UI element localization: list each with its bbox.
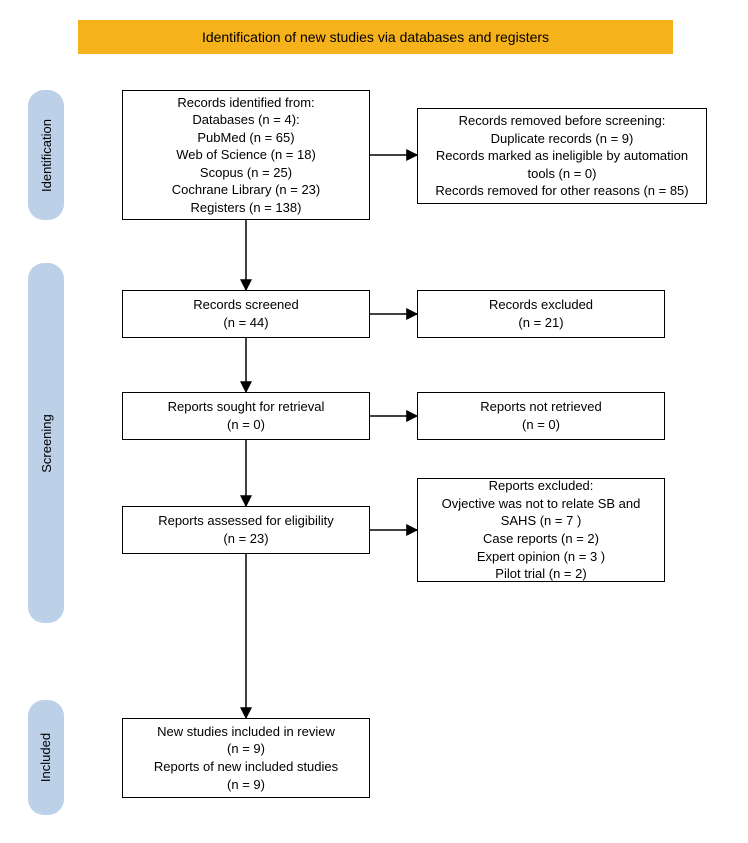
box-line: Case reports (n = 2) xyxy=(483,530,599,548)
box-records-removed: Records removed before screening:Duplica… xyxy=(417,108,707,204)
box-line: Scopus (n = 25) xyxy=(200,164,292,182)
box-line: (n = 21) xyxy=(518,314,563,332)
box-records-identified: Records identified from:Databases (n = 4… xyxy=(122,90,370,220)
prisma-flowchart: Identification of new studies via databa… xyxy=(0,0,748,843)
box-line: Reports excluded: xyxy=(489,477,594,495)
box-line: (n = 44) xyxy=(223,314,268,332)
box-line: Records removed before screening: xyxy=(459,112,666,130)
phase-label: Screening xyxy=(39,414,54,473)
box-line: Records screened xyxy=(193,296,299,314)
banner: Identification of new studies via databa… xyxy=(78,20,673,54)
box-reports-sought: Reports sought for retrieval(n = 0) xyxy=(122,392,370,440)
box-line: (n = 9) xyxy=(227,776,265,794)
box-line: Duplicate records (n = 9) xyxy=(491,130,634,148)
box-line: Registers (n = 138) xyxy=(191,199,302,217)
box-reports-assessed: Reports assessed for eligibility(n = 23) xyxy=(122,506,370,554)
box-line: Cochrane Library (n = 23) xyxy=(172,181,321,199)
box-records-excluded: Records excluded(n = 21) xyxy=(417,290,665,338)
phase-pill-identification: Identification xyxy=(28,90,64,220)
phase-pill-included: Included xyxy=(28,700,64,815)
box-records-screened: Records screened(n = 44) xyxy=(122,290,370,338)
box-line: Records marked as ineligible by automati… xyxy=(424,147,700,182)
box-line: Records removed for other reasons (n = 8… xyxy=(435,182,688,200)
box-studies-included: New studies included in review(n = 9)Rep… xyxy=(122,718,370,798)
box-line: Expert opinion (n = 3 ) xyxy=(477,548,605,566)
box-line: Web of Science (n = 18) xyxy=(176,146,316,164)
box-line: (n = 0) xyxy=(227,416,265,434)
box-line: (n = 9) xyxy=(227,740,265,758)
box-line: Reports not retrieved xyxy=(480,398,601,416)
box-line: New studies included in review xyxy=(157,723,335,741)
box-line: Reports assessed for eligibility xyxy=(158,512,334,530)
box-line: (n = 0) xyxy=(522,416,560,434)
box-line: Records identified from: xyxy=(177,94,314,112)
box-line: Reports of new included studies xyxy=(154,758,338,776)
phase-label: Identification xyxy=(39,119,54,192)
box-line: Records excluded xyxy=(489,296,593,314)
box-line: Pilot trial (n = 2) xyxy=(495,565,586,583)
box-line: Reports sought for retrieval xyxy=(168,398,325,416)
box-reports-not-retrieved: Reports not retrieved(n = 0) xyxy=(417,392,665,440)
banner-text: Identification of new studies via databa… xyxy=(202,29,549,45)
box-line: Databases (n = 4): xyxy=(192,111,299,129)
box-line: (n = 23) xyxy=(223,530,268,548)
box-line: PubMed (n = 65) xyxy=(197,129,294,147)
phase-label: Included xyxy=(39,733,54,782)
box-line: Ovjective was not to relate SB and SAHS … xyxy=(424,495,658,530)
box-reports-excluded: Reports excluded:Ovjective was not to re… xyxy=(417,478,665,582)
phase-pill-screening: Screening xyxy=(28,263,64,623)
